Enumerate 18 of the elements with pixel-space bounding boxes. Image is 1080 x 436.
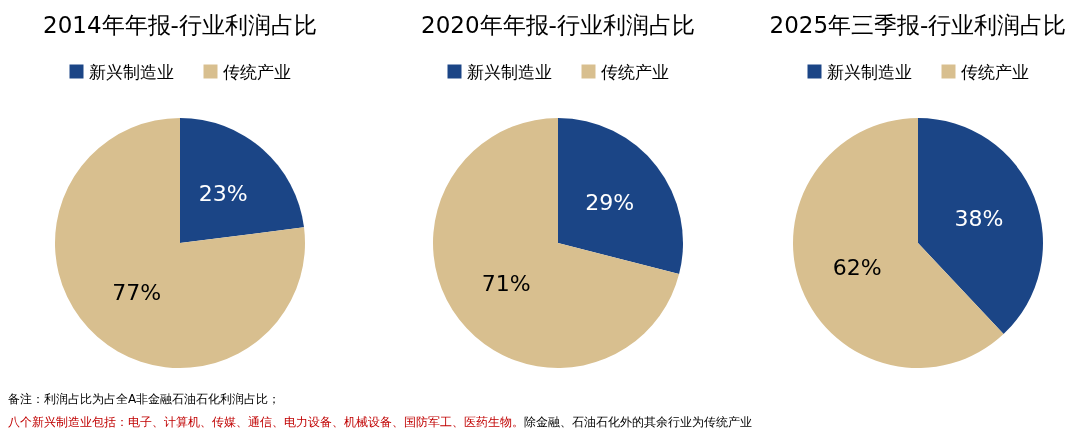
data-label: 29%	[585, 190, 635, 216]
data-label: 77%	[112, 279, 162, 305]
data-label: 38%	[954, 206, 1004, 232]
text: 备注：利润占比为占全A非金融石油石化利润占比；	[8, 391, 282, 408]
text: 除金融、石油石化外的其余行业为传统产业	[524, 415, 752, 429]
chart-title: 2014年年报-行业利润占比	[43, 11, 317, 38]
text: 八个新兴制造业包括：电子、计算机、传媒、通信、电力设备、机械设备、国防军工、医药生物。	[8, 415, 524, 429]
legend-label: 传统产业	[600, 61, 669, 82]
data-label: 71%	[481, 270, 531, 296]
chart-title: 2020年年报-行业利润占比	[421, 11, 695, 38]
data-label: 23%	[198, 181, 248, 207]
legend-label: 新兴制造业	[826, 61, 912, 82]
legend-label: 新兴制造业	[466, 61, 552, 82]
legend-label: 传统产业	[960, 61, 1029, 82]
chart-title: 2025年三季报-行业利润占比	[769, 11, 1067, 38]
legend-label: 新兴制造业	[88, 61, 174, 82]
data-label: 62%	[832, 254, 882, 280]
legend-label: 传统产业	[222, 61, 291, 82]
